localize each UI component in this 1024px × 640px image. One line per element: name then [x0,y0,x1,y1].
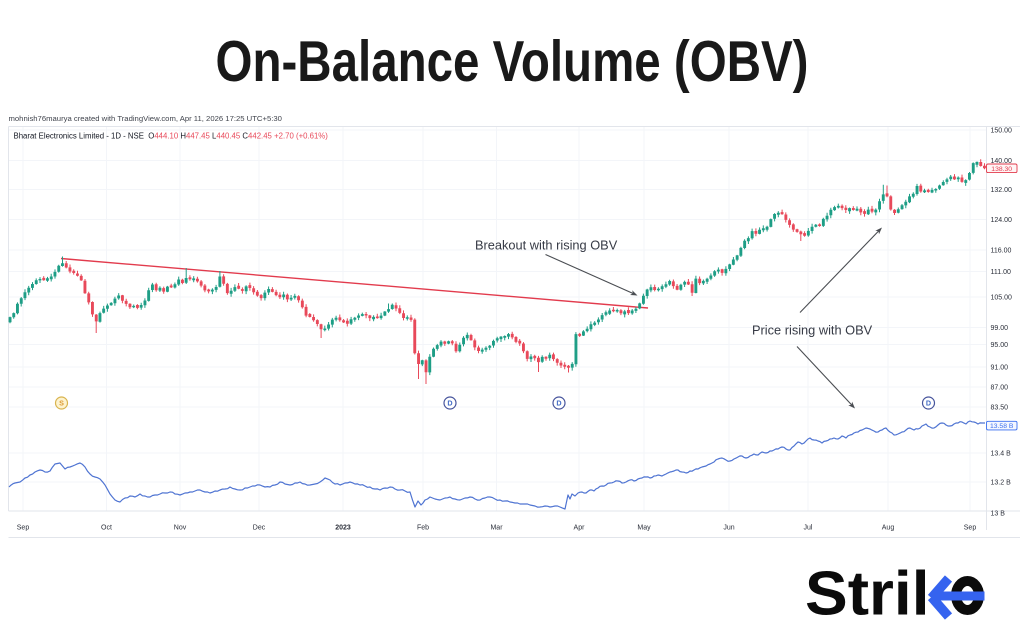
svg-text:May: May [637,525,651,532]
svg-text:105.00: 105.00 [991,295,1013,302]
svg-text:116.00: 116.00 [991,248,1012,255]
svg-text:Stril: Stril [805,560,930,629]
svg-text:Jun: Jun [723,525,734,532]
svg-text:2023: 2023 [335,525,351,532]
svg-text:On-Balance Volume (OBV): On-Balance Volume (OBV) [216,30,809,94]
svg-text:Price rising with OBV: Price rising with OBV [752,323,873,338]
svg-text:13.4 B: 13.4 B [991,451,1012,458]
svg-text:13.58 B: 13.58 B [990,423,1014,430]
svg-text:Feb: Feb [417,525,429,532]
svg-text:150.00: 150.00 [991,128,1013,135]
svg-text:13 B: 13 B [991,511,1006,518]
svg-text:Dec: Dec [253,525,266,532]
svg-text:95.00: 95.00 [991,342,1009,349]
svg-text:Nov: Nov [174,525,187,532]
svg-text:83.50: 83.50 [991,405,1009,412]
svg-text:13.2 B: 13.2 B [991,480,1012,487]
svg-text:Sep: Sep [17,525,30,532]
svg-text:S: S [59,398,64,407]
svg-text:Breakout with rising OBV: Breakout with rising OBV [475,238,618,253]
svg-text:D: D [926,398,931,407]
svg-text:99.00: 99.00 [991,325,1009,332]
svg-text:132.00: 132.00 [991,187,1013,194]
svg-text:D: D [447,398,452,407]
svg-text:87.00: 87.00 [991,385,1009,392]
svg-text:Jul: Jul [804,525,813,532]
svg-text:138.30: 138.30 [991,166,1012,173]
svg-text:124.00: 124.00 [991,217,1013,224]
svg-text:mohnish76maurya created with T: mohnish76maurya created with TradingView… [9,114,282,123]
svg-text:D: D [556,398,561,407]
svg-text:Mar: Mar [490,525,503,532]
svg-text:91.00: 91.00 [991,365,1009,372]
svg-text:Bharat Electronics Limited - 1: Bharat Electronics Limited - 1D - NSE O4… [14,131,329,140]
svg-text:Apr: Apr [574,525,586,532]
svg-text:140.00: 140.00 [991,158,1013,165]
svg-text:Oct: Oct [101,525,112,532]
svg-text:Aug: Aug [882,525,895,532]
svg-text:111.00: 111.00 [991,269,1011,276]
svg-text:Sep: Sep [964,525,977,532]
